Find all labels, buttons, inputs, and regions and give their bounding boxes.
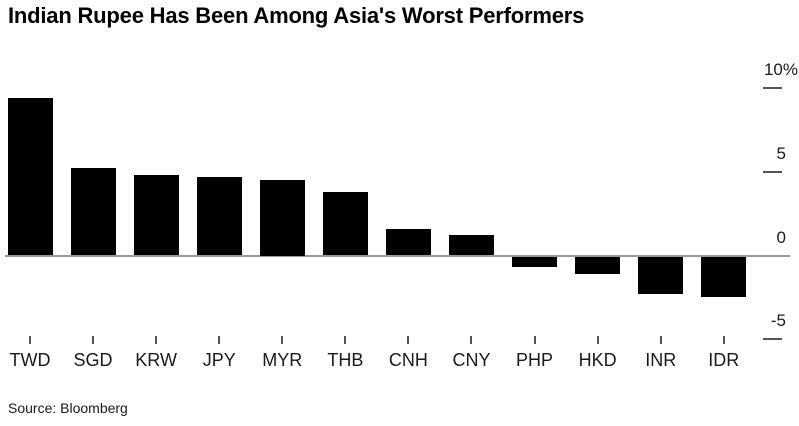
x-axis-tick (281, 336, 284, 344)
x-axis-label: CNY (452, 350, 491, 370)
source-caption: Source: Bloomberg (8, 400, 128, 416)
bar-twd (7, 98, 53, 256)
bar-thb (322, 191, 368, 256)
x-axis-tick (659, 336, 662, 344)
bar-hkd (575, 257, 621, 274)
x-axis-tick (29, 336, 31, 344)
y-axis-tick (763, 338, 782, 341)
x-axis-label: HKD (578, 350, 617, 370)
x-axis-tick (722, 336, 725, 344)
y-axis-label: 10% (763, 60, 798, 79)
y-axis-label: 0 (776, 227, 786, 247)
x-axis-label: MYR (262, 350, 303, 370)
bar-krw (133, 175, 179, 256)
y-axis-tick (763, 87, 782, 89)
x-axis-tick (155, 336, 158, 344)
y-axis-label: -5 (770, 311, 786, 331)
x-axis-tick (407, 336, 410, 344)
x-axis-tick (218, 336, 221, 344)
x-axis-tick (92, 336, 95, 344)
x-axis-tick (596, 336, 599, 344)
x-axis-label: KRW (135, 350, 177, 370)
bar-cny (448, 235, 494, 256)
y-axis-label: 5 (776, 143, 786, 163)
chart-title: Indian Rupee Has Been Among Asia's Worst… (8, 3, 585, 28)
zero-baseline (5, 255, 790, 257)
x-axis-label: JPY (202, 350, 236, 370)
x-axis-label: SGD (73, 350, 113, 370)
x-axis-label: CNH (388, 350, 428, 370)
x-axis-label: IDR (708, 350, 740, 370)
x-axis-label: PHP (516, 350, 554, 370)
bar-cnh (385, 228, 431, 256)
x-axis-label: THB (327, 350, 364, 370)
bar-php (512, 257, 558, 268)
x-axis-tick (344, 336, 347, 344)
bar-jpy (196, 176, 242, 256)
x-axis-tick (470, 336, 473, 344)
x-axis-tick (533, 336, 536, 344)
y-axis-tick (763, 170, 782, 173)
bar-idr (701, 257, 747, 298)
bar-myr (259, 180, 305, 256)
bar-inr (638, 257, 684, 294)
bar-sgd (70, 168, 116, 256)
x-axis-label: TWD (9, 350, 51, 370)
x-axis-label: INR (645, 350, 677, 370)
